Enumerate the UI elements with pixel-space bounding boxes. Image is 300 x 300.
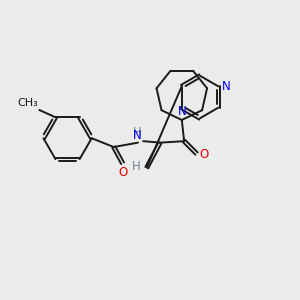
Text: N: N (222, 80, 231, 93)
Text: H: H (131, 160, 140, 173)
Text: CH₃: CH₃ (17, 98, 38, 108)
Text: N: N (177, 105, 186, 118)
Text: O: O (118, 166, 128, 178)
Text: O: O (199, 148, 208, 160)
Text: H: H (133, 126, 142, 139)
Text: N: N (133, 129, 142, 142)
